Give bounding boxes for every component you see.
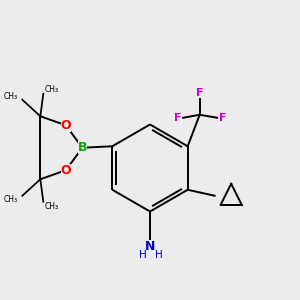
Text: CH₃: CH₃ — [4, 92, 18, 101]
Text: B: B — [78, 141, 87, 154]
Text: F: F — [174, 113, 182, 123]
Text: F: F — [196, 88, 203, 98]
Text: F: F — [219, 113, 226, 123]
Text: O: O — [61, 119, 71, 132]
Text: H: H — [154, 250, 162, 260]
Text: N: N — [145, 239, 155, 253]
Text: H: H — [139, 250, 146, 260]
Text: CH₃: CH₃ — [4, 195, 18, 204]
Text: CH₃: CH₃ — [45, 85, 59, 94]
Text: O: O — [61, 164, 71, 177]
Text: CH₃: CH₃ — [45, 202, 59, 211]
